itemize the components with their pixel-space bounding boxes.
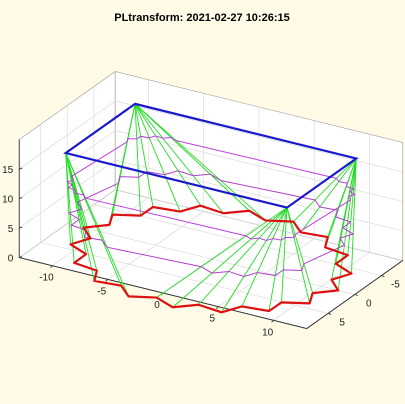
connector-line bbox=[286, 207, 310, 304]
gridline-z-left bbox=[19, 100, 116, 170]
connector-line bbox=[351, 158, 357, 274]
gridline-y-floor bbox=[67, 223, 355, 295]
connector-line bbox=[347, 158, 357, 256]
x-tick-label: -10 bbox=[39, 273, 54, 284]
connector-line bbox=[134, 103, 181, 212]
connector-line bbox=[112, 103, 136, 215]
connector-line bbox=[65, 152, 87, 255]
y-tick-label: -5 bbox=[391, 280, 400, 291]
x-tick-label: -5 bbox=[97, 286, 106, 297]
z-tick-mark bbox=[19, 256, 23, 258]
connector-line bbox=[65, 152, 85, 228]
connector-line bbox=[65, 152, 71, 245]
connector-line bbox=[293, 158, 357, 222]
connector-line bbox=[300, 158, 357, 233]
y-tick-mark bbox=[381, 275, 385, 278]
connector-line bbox=[134, 103, 224, 214]
z-tick-label: 10 bbox=[2, 195, 14, 206]
connector-line bbox=[331, 158, 357, 280]
x-tick-label: 10 bbox=[262, 327, 274, 338]
x-tick-label: 0 bbox=[154, 300, 160, 311]
y-tick-mark bbox=[327, 312, 332, 315]
tick-labels: -10 -5 0 5 10 -5 0 5 0 5 10 15 bbox=[2, 165, 400, 338]
star-outline bbox=[69, 204, 353, 314]
gridline-z-left bbox=[19, 159, 116, 229]
x-tick-mark bbox=[50, 265, 53, 269]
connector-line bbox=[324, 158, 357, 248]
connector-line bbox=[134, 103, 201, 206]
z-tick-label: 15 bbox=[2, 165, 14, 176]
plot-area bbox=[63, 102, 359, 314]
x-tick-label: 5 bbox=[210, 314, 216, 325]
z-tick-mark bbox=[19, 167, 23, 170]
intermediate-level-outline bbox=[67, 170, 355, 277]
connector-line bbox=[268, 207, 288, 312]
gridline-z-back bbox=[115, 189, 403, 261]
x-tick-mark bbox=[216, 306, 219, 309]
x-tick-mark bbox=[271, 320, 274, 323]
y-tick-label: 0 bbox=[366, 298, 372, 309]
z-tick-mark bbox=[19, 226, 23, 229]
z-tick-label: 0 bbox=[8, 254, 14, 265]
gridline-y-floor bbox=[93, 204, 382, 276]
connector-line bbox=[281, 207, 288, 303]
connector-line bbox=[134, 103, 141, 216]
gridline-z-left bbox=[19, 130, 116, 199]
y-tick-mark bbox=[354, 294, 358, 296]
connector-line bbox=[172, 207, 288, 308]
connector-line bbox=[65, 152, 122, 286]
connector-line bbox=[221, 207, 288, 313]
connector-line bbox=[198, 207, 288, 306]
connector-line bbox=[156, 207, 288, 298]
connector-line bbox=[241, 207, 288, 307]
connector-line bbox=[134, 103, 266, 221]
top-rectangle bbox=[63, 102, 359, 209]
z-tick-label: 5 bbox=[8, 224, 14, 235]
z-tick-mark bbox=[19, 197, 23, 199]
chart-title: PLtransform: 2021-02-27 10:26:15 bbox=[114, 12, 289, 24]
x-tick-mark bbox=[105, 279, 109, 282]
y-tick-label: 5 bbox=[339, 317, 345, 328]
intermediate-level-outline bbox=[66, 135, 356, 242]
connector-line bbox=[134, 103, 154, 208]
connector-line bbox=[65, 152, 91, 239]
